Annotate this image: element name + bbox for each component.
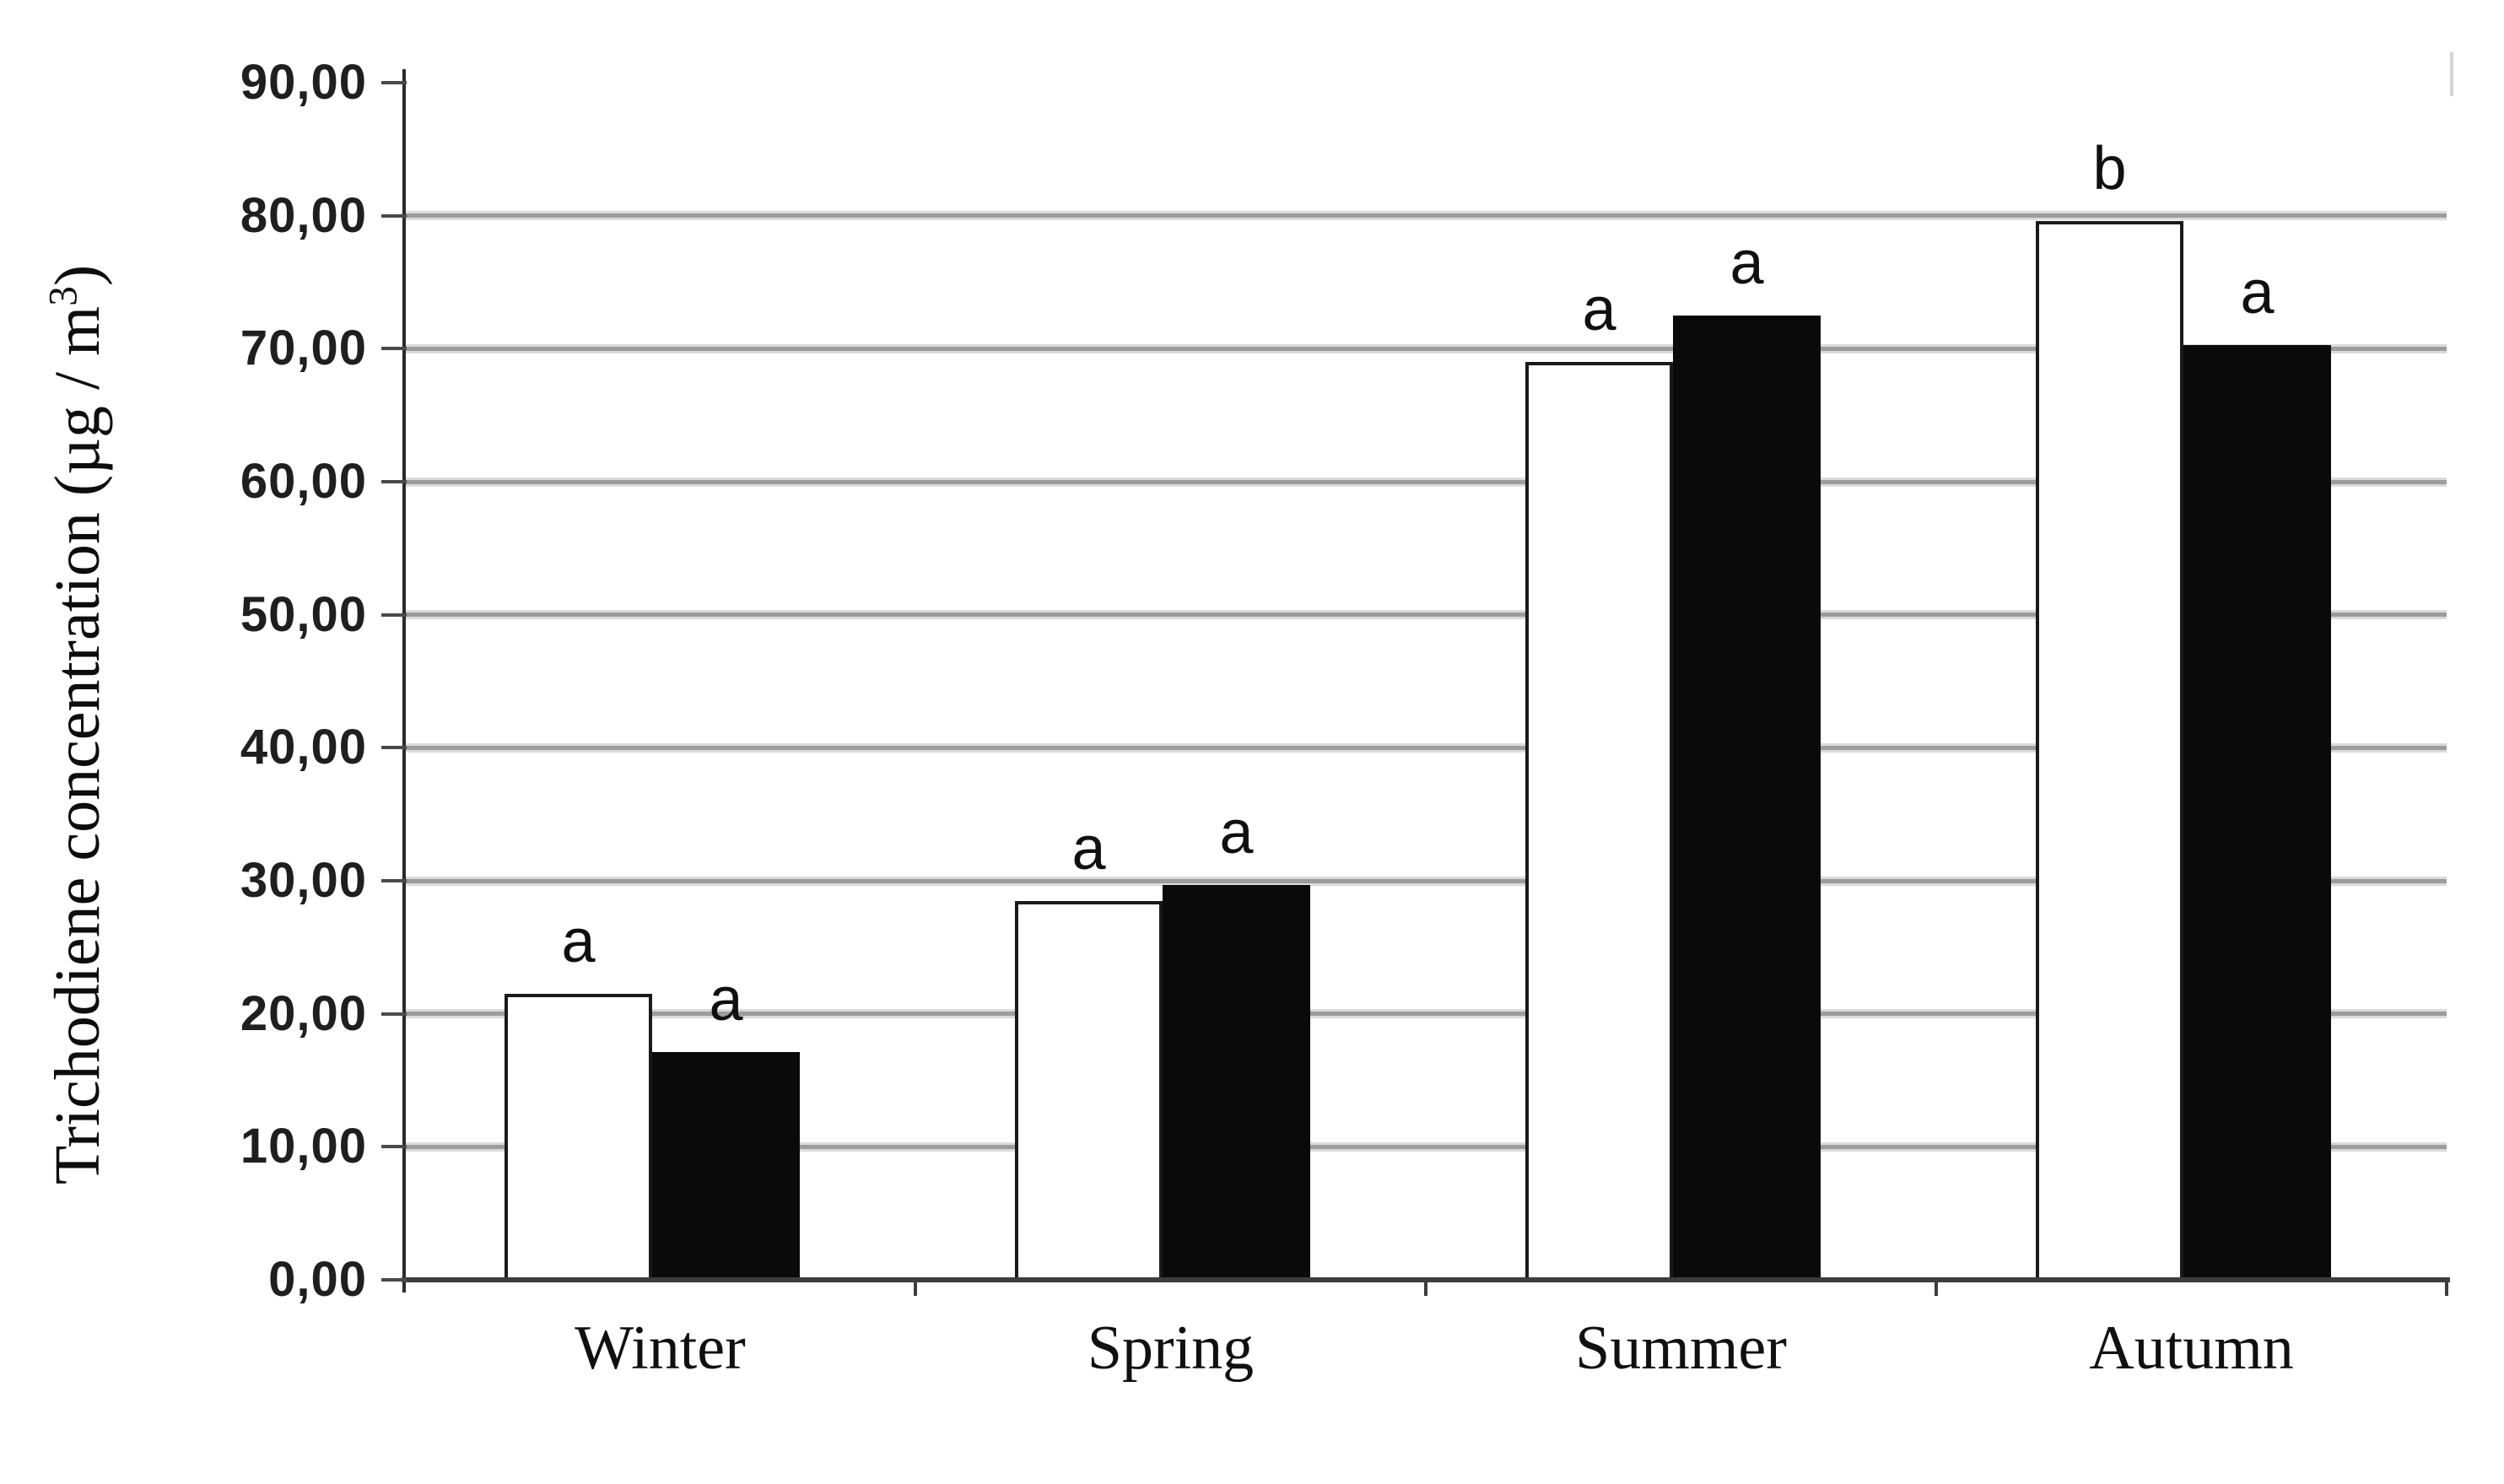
y-tick-40 [381,746,407,750]
bar-open-bars-autumn [2036,220,2183,1280]
x-axis-tick-4 [2445,1280,2448,1296]
y-axis-line [402,69,406,1292]
y-tick-label-10: 10,00 [240,1119,367,1174]
bar-solid-bars-autumn [2183,344,2331,1280]
x-category-label-spring: Spring [1087,1314,1255,1383]
y-axis-title-text: Trichodiene concentration (µg / m [42,305,113,1185]
y-tick-30 [381,879,407,882]
gridline-70 [405,346,2447,351]
y-tick-70 [381,347,407,351]
y-tick-80 [381,213,407,218]
sig-letter-solid-bars-winter: a [709,966,743,1034]
y-tick-label-40: 40,00 [240,720,367,775]
bar-open-bars-spring [1015,900,1163,1280]
scan-artifact-mark [2450,52,2453,96]
gridline-60 [405,479,2447,484]
y-tick-label-90: 90,00 [240,55,367,110]
y-axis-title: Trichodiene concentration (µg / m3) [37,0,118,1484]
bar-open-bars-winter [505,994,652,1280]
sig-letter-open-bars-spring: a [1071,814,1106,882]
x-axis-tick-2 [1424,1280,1427,1296]
y-axis-title-superscript: 3 [41,286,86,306]
y-tick-label-70: 70,00 [240,321,367,376]
y-tick-20 [381,1012,407,1016]
gridline-30 [405,878,2447,883]
gridline-20 [405,1012,2447,1017]
sig-letter-open-bars-summer: a [1582,276,1616,344]
bar-solid-bars-winter [652,1052,800,1280]
y-tick-label-50: 50,00 [240,586,367,642]
plot-area: a a a a a a b a [402,83,2450,1282]
x-axis-tick-3 [1935,1280,1938,1296]
gridline-10 [405,1144,2447,1149]
y-tick-label-20: 20,00 [240,985,367,1041]
sig-letter-open-bars-autumn: b [2092,134,2127,202]
y-tick-label-80: 80,00 [240,187,367,243]
y-tick-60 [381,480,407,483]
bar-solid-bars-spring [1163,884,1310,1280]
y-tick-label-0: 0,00 [268,1252,367,1307]
gridline-50 [405,612,2447,618]
x-category-label-winter: Winter [575,1314,746,1383]
sig-letter-solid-bars-summer: a [1730,229,1764,297]
x-category-label-autumn: Autumn [2089,1314,2294,1383]
y-tick-10 [381,1145,407,1149]
x-category-label-summer: Summer [1575,1314,1787,1383]
bar-open-bars-summer [1525,362,1673,1280]
x-axis-tick-1 [914,1280,917,1296]
y-tick-50 [381,612,407,617]
gridline-40 [405,745,2447,750]
bar-solid-bars-summer [1673,315,1821,1280]
sig-letter-solid-bars-autumn: a [2240,258,2275,326]
gridline-80 [405,213,2447,219]
y-tick-0 [381,1278,407,1282]
sig-letter-solid-bars-spring: a [1219,798,1254,866]
y-tick-label-60: 60,00 [240,454,367,509]
sig-letter-open-bars-winter: a [561,908,596,976]
y-tick-90 [381,81,407,84]
y-tick-label-30: 30,00 [240,853,367,908]
y-axis-title-close-paren: ) [42,264,113,287]
